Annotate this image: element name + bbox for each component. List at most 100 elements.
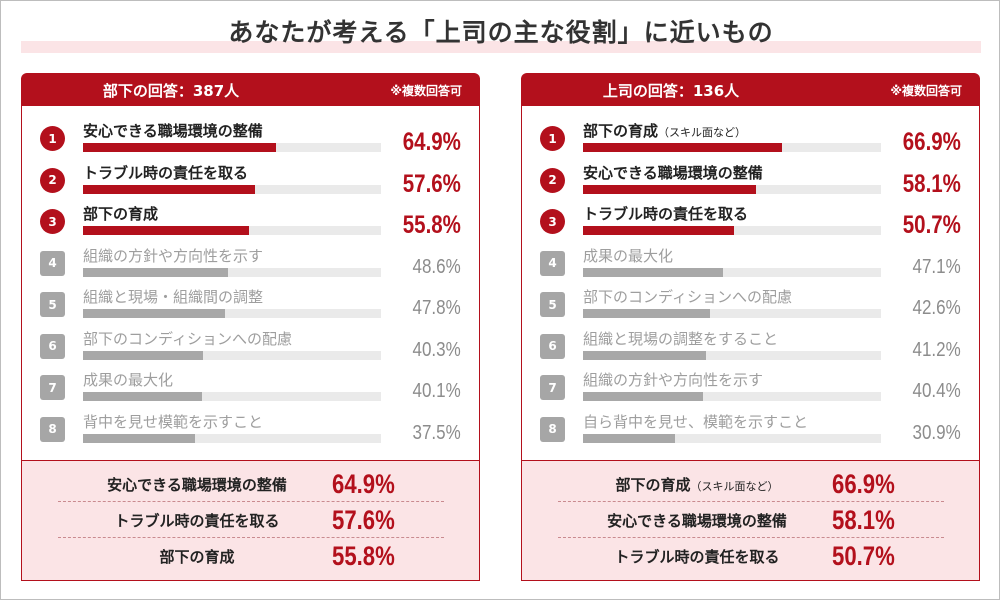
- bar-label-text: トラブル時の責任を取る: [83, 163, 249, 182]
- bar-track: [83, 267, 381, 277]
- ranking-row: 1 部下の育成（スキル面など） 66.9%: [522, 120, 979, 160]
- bar-label: 部下のコンディションへの配慮: [83, 328, 292, 349]
- top3-summary: 部下の育成（スキル面など） 66.9% 安心できる職場環境の整備 58.1% トラブル時…: [521, 460, 980, 581]
- bar-label: 背中を見せ模範を示すこと: [83, 411, 263, 432]
- summary-label-text: トラブル時の責任を取る: [114, 512, 280, 530]
- bar-label-text: 部下の育成: [83, 205, 159, 223]
- bar-label: 組織の方針や方向性を示す: [83, 245, 263, 266]
- bar: [583, 267, 724, 277]
- bar-track: [583, 226, 881, 235]
- rank-badge: 6: [40, 333, 65, 359]
- bar-value-label: 48.6%: [412, 255, 461, 278]
- bar-value-label: 47.1%: [912, 255, 961, 278]
- ranking-row: 2 安心できる職場環境の整備 58.1%: [522, 162, 979, 202]
- ranking-row: 6 部下のコンディションへの配慮 40.3%: [22, 328, 479, 368]
- summary-label-text: 安心できる職場環境の整備: [107, 476, 287, 494]
- ranking-row: 3 部下の育成 55.8%: [22, 203, 479, 243]
- rank-badge: 7: [40, 375, 65, 400]
- ranking-list: 1 部下の育成（スキル面など） 66.9% 2 安心できる職場環境の整備 58.1% 3 トラ…: [521, 106, 980, 461]
- bar-label-text: 成果の最大化: [83, 371, 174, 389]
- panel-header: 上司の回答：136人 ※複数回答可: [521, 73, 980, 106]
- bar-value-label: 37.5%: [412, 421, 461, 444]
- bar: [83, 184, 255, 194]
- bar-label: 自ら背中を見せ、模範を示すこと: [583, 411, 808, 432]
- bar-value-label: 40.4%: [912, 380, 961, 402]
- bar-value-label: 47.8%: [412, 297, 461, 319]
- summary-value: 55.8%: [332, 541, 395, 571]
- bar-track: [583, 309, 881, 318]
- summary-row: 部下の育成（スキル面など） 66.9%: [522, 467, 979, 501]
- bar-track: [583, 143, 881, 152]
- bar-label-text: 安心できる職場環境の整備: [83, 122, 263, 140]
- summary-row: トラブル時の責任を取る 57.6%: [22, 503, 479, 537]
- summary-label: トラブル時の責任を取る: [92, 510, 302, 531]
- summary-row: 安心できる職場環境の整備 58.1%: [522, 503, 979, 537]
- bar: [583, 309, 710, 318]
- rank-badge: 5: [40, 292, 65, 317]
- ranking-row: 1 安心できる職場環境の整備 64.9%: [22, 120, 479, 160]
- summary-label: 部下の育成（スキル面など）: [592, 474, 802, 495]
- bar: [583, 350, 706, 360]
- rank-badge: 5: [540, 292, 565, 317]
- ranking-row: 7 組織の方針や方向性を示す 40.4%: [522, 369, 979, 409]
- summary-value: 66.9%: [832, 469, 895, 499]
- bar-track: [83, 143, 381, 152]
- ranking-row: 8 背中を見せ模範を示すこと 37.5%: [22, 411, 479, 451]
- panel-title: 上司の回答：136人: [602, 82, 740, 100]
- ranking-row: 6 組織と現場の調整をすること 41.2%: [522, 328, 979, 368]
- bar: [83, 350, 204, 360]
- bar: [583, 143, 783, 152]
- multiple-answer-note: ※複数回答可: [890, 84, 962, 98]
- bar: [583, 392, 704, 401]
- summary-row: トラブル時の責任を取る 50.7%: [522, 539, 979, 573]
- bar-value-label: 42.6%: [912, 297, 961, 319]
- bar-label-text: 成果の最大化: [583, 246, 674, 265]
- bar-track: [83, 309, 381, 318]
- summary-label: トラブル時の責任を取る: [592, 546, 802, 567]
- rank-badge: 6: [540, 333, 565, 359]
- ranking-list: 1 安心できる職場環境の整備 64.9% 2 トラブル時の責任を取る 57.6% 3 部下の育…: [21, 106, 480, 461]
- summary-label-text: 安心できる職場環境の整備: [607, 512, 787, 530]
- bar-label: 組織の方針や方向性を示す: [583, 369, 763, 390]
- bar: [83, 309, 226, 318]
- bar-label: 安心できる職場環境の整備: [83, 120, 263, 141]
- bar-value-label: 41.2%: [912, 338, 961, 361]
- bar: [83, 143, 277, 152]
- bar-track: [83, 184, 381, 194]
- bar-label-text: 安心できる職場環境の整備: [583, 163, 763, 182]
- rank-badge: 4: [540, 250, 565, 276]
- bar-label-text: 部下の育成: [583, 122, 659, 140]
- summary-row: 安心できる職場環境の整備 64.9%: [22, 467, 479, 501]
- ranking-row: 5 組織と現場・組織間の調整 47.8%: [22, 286, 479, 326]
- bar-label-sub: （スキル面など）: [658, 126, 747, 139]
- bar-label: 成果の最大化: [583, 245, 673, 266]
- bar-value-label: 64.9%: [402, 128, 461, 156]
- bar-label-text: 自ら背中を見せ、模範を示すこと: [583, 412, 809, 431]
- ranking-row: 2 トラブル時の責任を取る 57.6%: [22, 162, 479, 202]
- multiple-answer-note: ※複数回答可: [390, 84, 462, 98]
- summary-label-sub: （スキル面など）: [690, 480, 779, 493]
- bar-label-text: 背中を見せ模範を示すこと: [83, 412, 264, 431]
- panel-boss: 上司の回答：136人 ※複数回答可 1 部下の育成（スキル面など） 66.9% 2 安心…: [521, 73, 980, 581]
- bar-label: 組織と現場・組織間の調整: [83, 286, 263, 307]
- bar-label: トラブル時の責任を取る: [83, 162, 248, 183]
- bar-label: 安心できる職場環境の整備: [583, 162, 763, 183]
- ranking-row: 7 成果の最大化 40.1%: [22, 369, 479, 409]
- bar: [83, 392, 203, 401]
- bar-label-text: 部下のコンディションへの配慮: [583, 288, 792, 306]
- bar-label: 部下の育成（スキル面など）: [583, 120, 746, 141]
- bar-track: [83, 350, 381, 360]
- ranking-row: 3 トラブル時の責任を取る 50.7%: [522, 203, 979, 243]
- bar-label: 部下の育成: [83, 203, 158, 224]
- summary-divider: [58, 537, 444, 538]
- summary-value: 64.9%: [332, 469, 395, 499]
- summary-label-text: 部下の育成: [615, 476, 691, 494]
- summary-label: 安心できる職場環境の整備: [592, 510, 802, 531]
- top3-summary: 安心できる職場環境の整備 64.9% トラブル時の責任を取る 57.6% 部下の育成 55…: [21, 460, 480, 581]
- bar-value-label: 57.6%: [402, 169, 461, 198]
- summary-value: 50.7%: [832, 541, 895, 571]
- rank-badge: 3: [40, 209, 65, 234]
- bar: [583, 226, 735, 235]
- bar-track: [583, 350, 881, 360]
